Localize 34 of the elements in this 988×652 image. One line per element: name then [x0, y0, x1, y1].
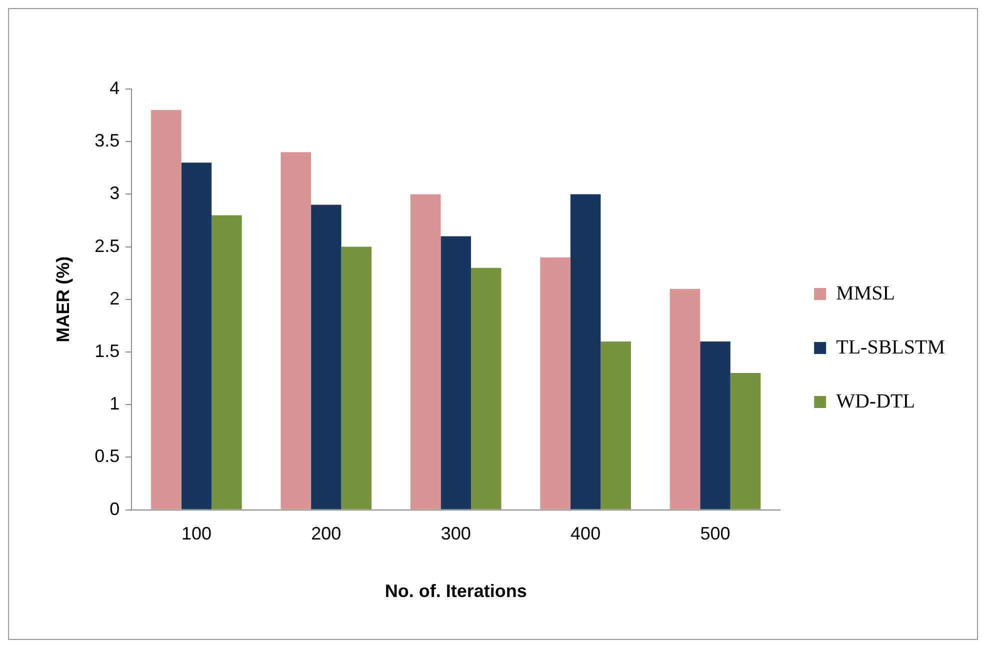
bar: [670, 288, 700, 510]
x-tick-label: 300: [440, 524, 471, 544]
x-tick-label: 100: [181, 524, 212, 544]
bar: [600, 341, 631, 510]
bar: [730, 373, 761, 510]
legend-label: WD-DTL: [836, 390, 915, 412]
y-tick-label: 0.5: [94, 446, 120, 466]
y-axis-title: MAER (%): [52, 256, 73, 342]
y-tick-label: 4: [110, 78, 120, 98]
bar: [470, 268, 502, 510]
bar: [700, 341, 730, 510]
bar: [311, 204, 342, 510]
bar: [151, 110, 182, 510]
y-tick-label: 0: [110, 498, 120, 519]
y-tick-label: 1: [110, 394, 120, 414]
y-tick-label: 1.5: [94, 340, 120, 361]
bar: [212, 215, 242, 510]
bar: [410, 194, 441, 510]
bar: [570, 194, 601, 510]
bar: [341, 246, 372, 510]
bar: [181, 162, 212, 510]
y-tick-label: 3.5: [94, 130, 120, 151]
legend-label: MMSL: [836, 282, 896, 304]
y-tick-label: 3: [110, 183, 120, 204]
bar: [540, 257, 570, 510]
x-tick-label: 500: [700, 524, 730, 544]
bar: [440, 236, 471, 510]
legend-label: TL-SBLSTM: [836, 336, 946, 358]
x-tick-label: 400: [570, 524, 601, 544]
x-axis-title: No. of. Iterations: [384, 581, 527, 602]
x-tick-label: 200: [311, 524, 342, 544]
y-tick-label: 2: [110, 288, 120, 308]
y-tick-label: 2.5: [94, 236, 120, 256]
bar: [280, 152, 312, 510]
